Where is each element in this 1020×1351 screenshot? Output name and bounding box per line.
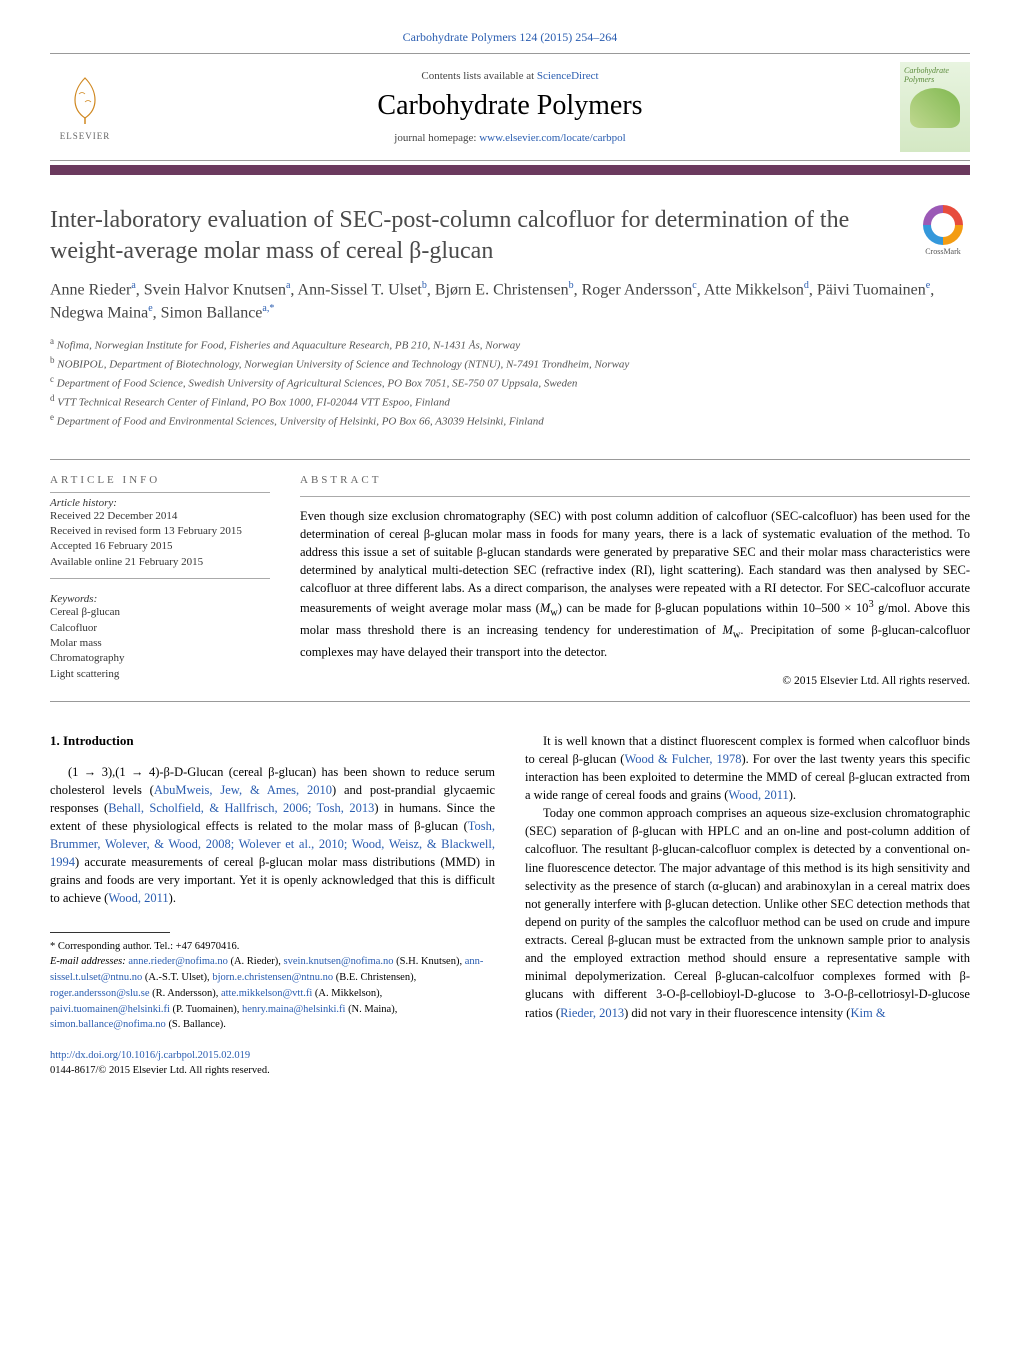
accent-bar [50,165,970,175]
history-line: Available online 21 February 2015 [50,555,270,570]
crossmark-badge[interactable]: CrossMark [916,205,970,256]
elsevier-tree-icon [61,74,109,129]
email-addresses-block: E-mail addresses: anne.rieder@nofima.no … [50,954,495,1033]
footnotes-block: * Corresponding author. Tel.: +47 649704… [50,939,495,1034]
email-link[interactable]: bjorn.e.christensen@ntnu.no [212,972,333,983]
issn-copyright-line: 0144-8617/© 2015 Elsevier Ltd. All right… [50,1065,270,1076]
email-link[interactable]: paivi.tuomainen@helsinki.fi [50,1004,170,1015]
intro-para-1: (1 → 3),(1 → 4)-β-D-Glucan (cereal β-glu… [50,763,495,908]
keywords-label: Keywords: [50,593,270,605]
keyword-line: Cereal β-glucan [50,605,270,620]
section-heading-intro: 1. Introduction [50,732,495,751]
email-link[interactable]: roger.andersson@slu.se [50,988,149,999]
article-info-block: ARTICLE INFO Article history: Received 2… [50,474,270,687]
keyword-line: Molar mass [50,636,270,651]
footnote-divider [50,932,170,933]
journal-homepage-line: journal homepage: www.elsevier.com/locat… [120,132,900,144]
cover-graphic-icon [910,88,960,128]
email-link[interactable]: simon.ballance@nofima.no [50,1019,166,1030]
keyword-line: Calcofluor [50,621,270,636]
journal-ref-link[interactable]: Carbohydrate Polymers 124 (2015) 254–264 [403,30,618,44]
history-line: Received 22 December 2014 [50,509,270,524]
elsevier-logo: ELSEVIER [50,67,120,147]
body-right-column: It is well known that a distinct fluores… [525,732,970,1079]
affiliations-list: a Nofima, Norwegian Institute for Food, … [50,335,970,431]
journal-header-box: ELSEVIER Contents lists available at Sci… [50,53,970,161]
doi-link[interactable]: http://dx.doi.org/10.1016/j.carbpol.2015… [50,1050,250,1061]
sciencedirect-link[interactable]: ScienceDirect [537,70,599,82]
email-link[interactable]: svein.knutsen@nofima.no [284,956,394,967]
corresponding-author-line: * Corresponding author. Tel.: +47 649704… [50,939,495,955]
intro-para-2: It is well known that a distinct fluores… [525,732,970,805]
email-link[interactable]: henry.maina@helsinki.fi [242,1004,345,1015]
abstract-block: ABSTRACT Even though size exclusion chro… [300,474,970,687]
doi-block: http://dx.doi.org/10.1016/j.carbpol.2015… [50,1049,495,1078]
affiliation-line: d VTT Technical Research Center of Finla… [50,392,970,411]
elsevier-label: ELSEVIER [60,131,111,141]
body-left-column: 1. Introduction (1 → 3),(1 → 4)-β-D-Gluc… [50,732,495,1079]
email-link[interactable]: anne.rieder@nofima.no [128,956,227,967]
email-link[interactable]: atte.mikkelson@vtt.fi [221,988,312,999]
authors-list: Anne Riedera, Svein Halvor Knutsena, Ann… [50,279,970,324]
intro-para-3: Today one common approach comprises an a… [525,804,970,1022]
abstract-heading: ABSTRACT [300,474,970,486]
journal-homepage-link[interactable]: www.elsevier.com/locate/carbpol [479,132,626,144]
article-title: Inter-laboratory evaluation of SEC-post-… [50,205,896,267]
article-info-heading: ARTICLE INFO [50,474,270,486]
abstract-text: Even though size exclusion chromatograph… [300,507,970,661]
journal-cover-thumbnail: Carbohydrate Polymers [900,62,970,152]
affiliation-line: b NOBIPOL, Department of Biotechnology, … [50,354,970,373]
abstract-copyright: © 2015 Elsevier Ltd. All rights reserved… [300,675,970,687]
crossmark-icon [923,205,963,245]
affiliation-line: e Department of Food and Environmental S… [50,411,970,430]
article-history-label: Article history: [50,497,270,509]
affiliation-line: c Department of Food Science, Swedish Un… [50,373,970,392]
journal-reference: Carbohydrate Polymers 124 (2015) 254–264 [50,30,970,45]
history-line: Received in revised form 13 February 201… [50,524,270,539]
history-line: Accepted 16 February 2015 [50,539,270,554]
keyword-line: Chromatography [50,651,270,666]
keyword-line: Light scattering [50,667,270,682]
journal-title: Carbohydrate Polymers [120,90,900,122]
contents-available-line: Contents lists available at ScienceDirec… [120,70,900,82]
affiliation-line: a Nofima, Norwegian Institute for Food, … [50,335,970,354]
